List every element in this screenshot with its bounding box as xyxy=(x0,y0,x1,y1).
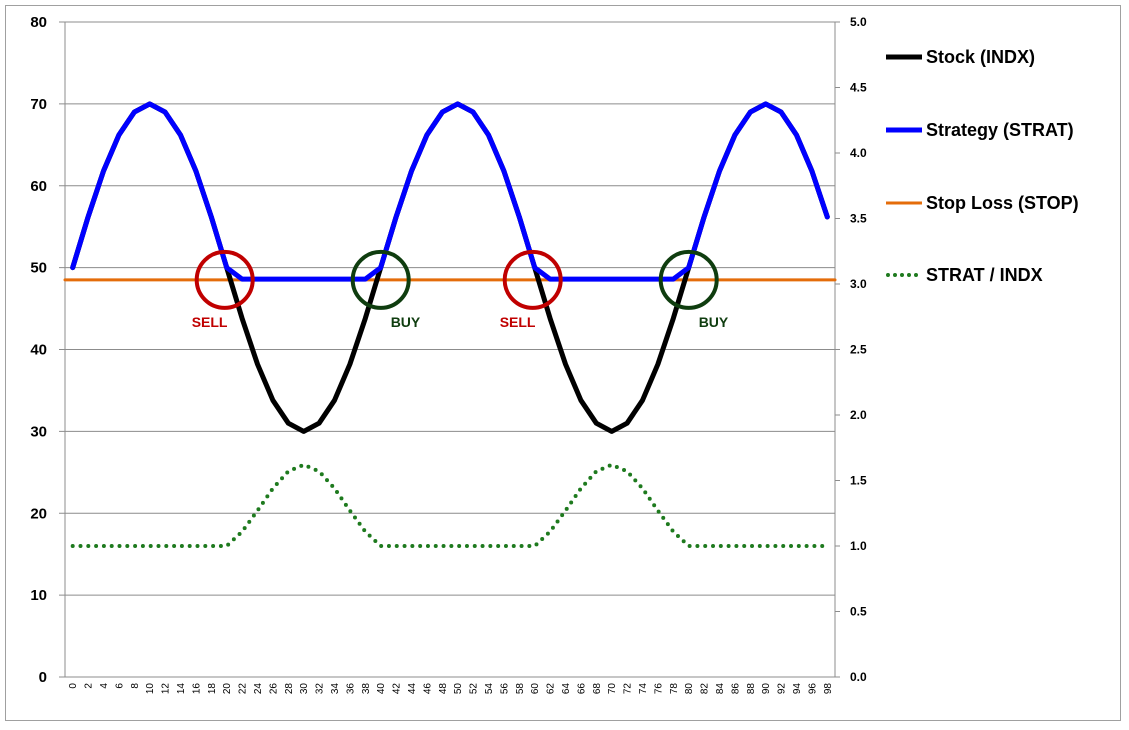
y2-tick-label: 1.0 xyxy=(850,539,867,553)
x-tick-label: 12 xyxy=(161,683,172,695)
x-tick-label: 18 xyxy=(207,683,218,695)
x-tick-label: 0 xyxy=(68,683,79,689)
x-tick-label: 46 xyxy=(422,683,433,695)
y-tick-label: 80 xyxy=(30,14,47,31)
y2-tick-label: 3.0 xyxy=(850,277,867,291)
buy-marker-circle xyxy=(350,249,411,310)
x-tick-label: 56 xyxy=(499,683,510,695)
x-tick-label: 50 xyxy=(453,683,464,695)
series-layer xyxy=(63,101,837,548)
x-tick-label: 90 xyxy=(761,683,772,695)
x-tick-label: 76 xyxy=(653,683,664,695)
y2-tick-label: 0.5 xyxy=(850,605,867,619)
legend-label: Stop Loss (STOP) xyxy=(926,193,1079,213)
x-tick-label: 28 xyxy=(284,683,295,695)
x-tick-label: 66 xyxy=(576,683,587,695)
y2-tick-label: 3.5 xyxy=(850,212,867,226)
x-tick-label: 82 xyxy=(700,683,711,695)
x-tick-label: 30 xyxy=(299,683,310,695)
legend-label: STRAT / INDX xyxy=(926,265,1043,285)
series-line-strat-indx xyxy=(70,462,830,548)
x-tick-label: 52 xyxy=(469,683,480,695)
x-tick-label: 32 xyxy=(315,683,326,695)
y2-tick-label: 1.5 xyxy=(850,474,867,488)
series-line-strategy-strat xyxy=(70,101,830,282)
x-tick-label: 6 xyxy=(114,683,125,689)
x-tick-label: 42 xyxy=(392,683,403,695)
x-tick-label: 22 xyxy=(238,683,249,695)
x-tick-label: 14 xyxy=(176,683,187,695)
sell-marker-circle xyxy=(194,249,255,310)
x-tick-label: 64 xyxy=(561,683,572,695)
axes: 010203040506070800.00.51.01.52.02.53.03.… xyxy=(30,14,867,694)
x-tick-label: 80 xyxy=(684,683,695,695)
buy-label: BUY xyxy=(699,314,729,330)
x-tick-label: 24 xyxy=(253,683,264,695)
sell-marker-circle xyxy=(502,249,563,310)
legend-label: Strategy (STRAT) xyxy=(926,120,1074,140)
buy-label: BUY xyxy=(391,314,421,330)
x-tick-label: 62 xyxy=(546,683,557,695)
sell-label: SELL xyxy=(192,314,228,330)
x-tick-label: 34 xyxy=(330,683,341,695)
x-tick-label: 40 xyxy=(376,683,387,695)
x-tick-label: 4 xyxy=(99,683,110,689)
y-tick-label: 30 xyxy=(30,423,47,440)
x-tick-label: 36 xyxy=(345,683,356,695)
y2-tick-label: 4.5 xyxy=(850,81,867,95)
x-tick-label: 78 xyxy=(669,683,680,695)
y-tick-label: 40 xyxy=(30,342,47,359)
legend-label: Stock (INDX) xyxy=(926,47,1035,67)
y2-tick-label: 4.0 xyxy=(850,146,867,160)
y2-tick-label: 5.0 xyxy=(850,15,867,29)
x-tick-label: 86 xyxy=(730,683,741,695)
x-tick-label: 16 xyxy=(191,683,202,695)
x-tick-label: 74 xyxy=(638,683,649,695)
y-tick-label: 0 xyxy=(39,669,47,686)
x-tick-label: 92 xyxy=(777,683,788,695)
x-tick-label: 10 xyxy=(145,683,156,695)
x-tick-label: 72 xyxy=(623,683,634,695)
y-tick-label: 20 xyxy=(30,505,47,522)
y2-tick-label: 2.5 xyxy=(850,343,867,357)
y-tick-label: 60 xyxy=(30,178,47,195)
gridlines xyxy=(65,21,835,596)
x-tick-label: 96 xyxy=(807,683,818,695)
x-tick-label: 94 xyxy=(792,683,803,695)
x-tick-label: 58 xyxy=(515,683,526,695)
x-tick-label: 20 xyxy=(222,683,233,695)
x-tick-label: 8 xyxy=(130,683,141,689)
x-tick-label: 2 xyxy=(84,683,95,689)
x-tick-label: 54 xyxy=(484,683,495,695)
x-tick-label: 48 xyxy=(438,683,449,695)
sell-label: SELL xyxy=(500,314,536,330)
x-tick-label: 88 xyxy=(746,683,757,695)
legend: Stock (INDX) Strategy (STRAT) Stop Loss (S… xyxy=(886,47,1079,285)
x-tick-label: 60 xyxy=(530,683,541,695)
x-tick-label: 38 xyxy=(361,683,372,695)
x-tick-label: 84 xyxy=(715,683,726,695)
y2-tick-label: 2.0 xyxy=(850,408,867,422)
x-tick-label: 70 xyxy=(607,683,618,695)
y-tick-label: 50 xyxy=(30,260,47,277)
x-tick-label: 98 xyxy=(823,683,834,695)
y-tick-label: 70 xyxy=(30,96,47,113)
y2-tick-label: 0.0 xyxy=(850,670,867,684)
annotations: SELL BUY SELL BUY xyxy=(192,249,729,330)
chart-frame xyxy=(5,5,1121,721)
buy-marker-circle xyxy=(658,249,719,310)
x-tick-label: 26 xyxy=(268,683,279,695)
x-tick-label: 44 xyxy=(407,683,418,695)
y-tick-label: 10 xyxy=(30,587,47,604)
x-tick-label: 68 xyxy=(592,683,603,695)
